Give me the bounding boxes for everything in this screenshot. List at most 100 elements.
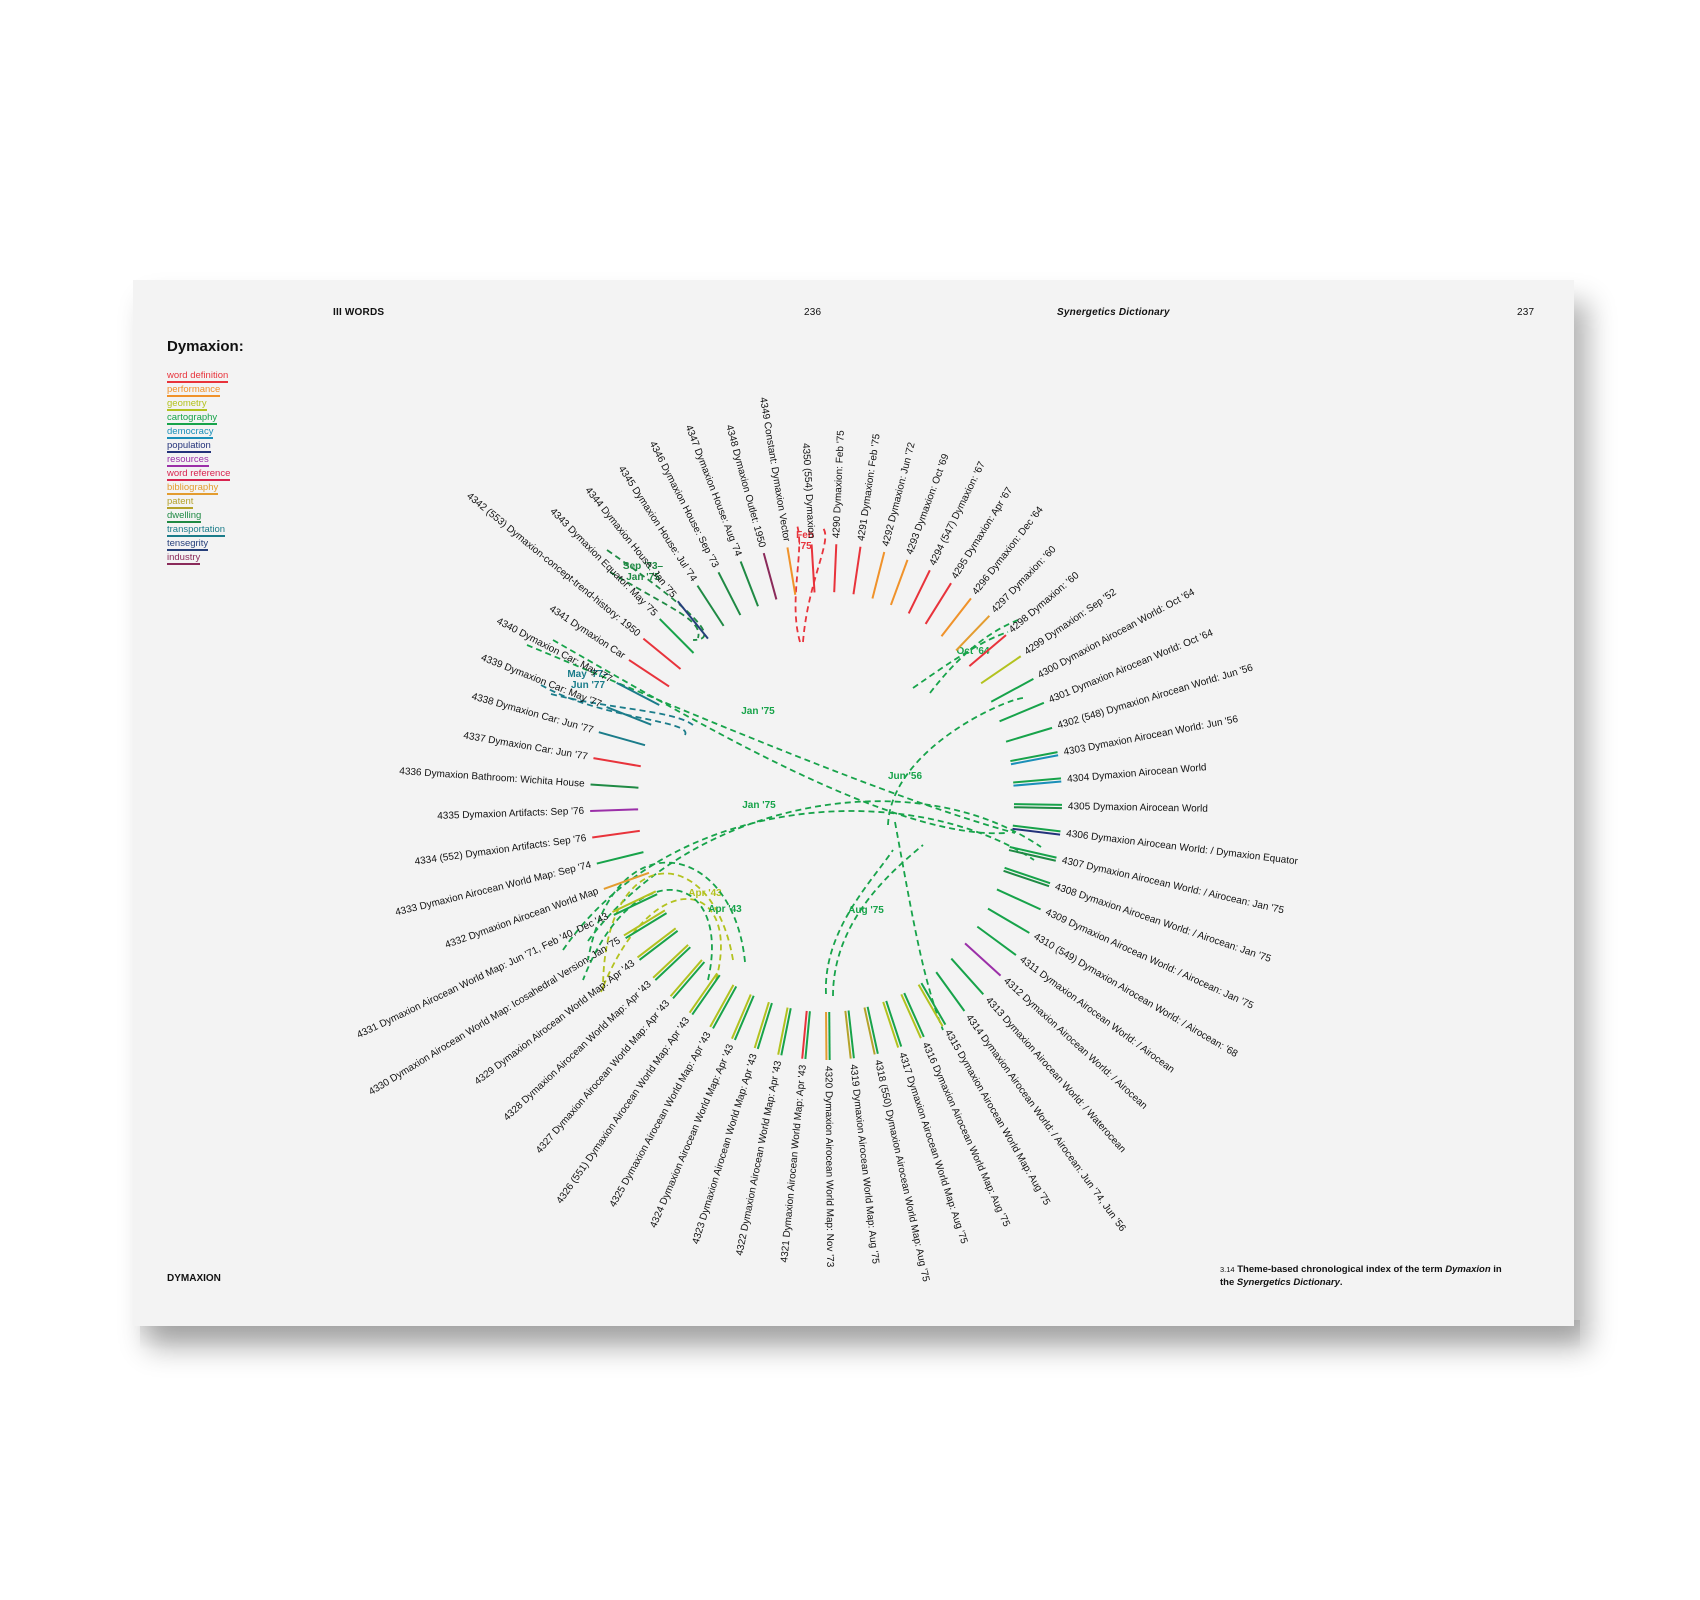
entry-tick [804, 1011, 811, 1060]
entry-tick [786, 547, 797, 595]
legend-item: patent [167, 496, 230, 510]
entry-label: 4319 Dymaxion Airocean World Map: Aug '7… [847, 1064, 880, 1265]
entry-tick [1010, 751, 1058, 763]
entry-tick [762, 552, 778, 600]
diagram-title: Dymaxion: [167, 338, 244, 355]
connection-curve [582, 888, 713, 981]
connection-label: Sep '73– Jan '75 [623, 561, 664, 583]
entry-tick [606, 706, 652, 726]
legend-label: cartography [167, 412, 218, 425]
connection-curve [887, 697, 1024, 826]
connection-curve [552, 639, 1007, 835]
entry-tick [940, 597, 972, 637]
entry-tick [1012, 827, 1061, 836]
caption-term: Dymaxion [1445, 1264, 1491, 1275]
figure-caption: 3.14 Theme-based chronological index of … [1220, 1263, 1510, 1289]
entry-tick [907, 569, 931, 614]
entry-tick [592, 829, 640, 839]
connection-label: Feb '75 [796, 530, 814, 552]
entry-tick [658, 618, 695, 654]
entry-tick [1004, 866, 1051, 885]
entry-tick [1013, 806, 1062, 810]
caption-text-mid: in the [1220, 1264, 1502, 1288]
entry-tick [613, 893, 658, 916]
entry-tick [833, 544, 838, 593]
entry-tick [976, 925, 1017, 956]
entry-label: 4318 (550) Dymaxion Airocean World Map: … [872, 1059, 931, 1283]
entry-tick [1013, 780, 1062, 787]
entry-tick [889, 559, 909, 606]
legend-item: population [167, 440, 230, 454]
entry-tick [1008, 849, 1057, 862]
entry-label: 4337 Dymaxion Car: Jun '77 [463, 730, 589, 762]
connection-label: Jan '75 [742, 800, 776, 811]
connection-label-line: Oct '64 [957, 646, 990, 657]
entry-label: 4350 (554) Dymaxion [800, 443, 817, 539]
legend-label: patent [167, 496, 194, 509]
entry-tick [777, 1007, 789, 1055]
entry-tick [598, 731, 646, 747]
connection-label: Apr '43 [688, 888, 722, 899]
entry-tick [628, 659, 670, 688]
entry-label: 4308 Dymaxion Airocean World: / Airocean… [1053, 882, 1272, 965]
entry-tick [654, 946, 691, 981]
entry-tick [652, 944, 689, 979]
book-title: Synergetics Dictionary [1057, 307, 1170, 318]
connection-curve [894, 821, 944, 1031]
entry-tick [677, 600, 709, 640]
entry-tick [638, 930, 679, 961]
legend-item: word definition [167, 370, 230, 384]
entry-label: 4307 Dymaxion Airocean World: / Airocean… [1061, 855, 1286, 916]
entry-tick [596, 851, 644, 865]
entry-label: 4321 Dymaxion Airocean World Map: Apr '4… [779, 1064, 809, 1263]
entry-tick [900, 993, 922, 1039]
legend-label: population [167, 440, 211, 453]
legend-label: word definition [167, 370, 229, 383]
legend-item: tensegrity [167, 538, 230, 552]
entry-tick [996, 888, 1041, 911]
connection-curve [794, 524, 801, 643]
entry-label: 4290 Dymaxion: Feb '75 [831, 430, 847, 539]
running-title: DYMAXION [167, 1273, 221, 1284]
entry-tick [590, 783, 639, 789]
entry-tick [696, 585, 725, 627]
entry-tick [950, 957, 985, 995]
section-header: III WORDS [333, 307, 385, 318]
entry-tick [955, 615, 991, 652]
entry-label: 4349 Constant: Dymaxion Vector [757, 396, 792, 543]
connection-label: Aug '75 [848, 905, 884, 916]
legend-item: transportation [167, 524, 230, 538]
entry-tick [756, 1002, 773, 1050]
entry-label: 4296 Dymaxion: Dec '64 [970, 504, 1046, 597]
entry-tick [847, 1010, 855, 1059]
entry-tick [987, 907, 1030, 934]
legend-label: bibliography [167, 482, 219, 495]
entry-label: 4301 Dymaxion Airocean World: Oct '64 [1047, 627, 1215, 705]
connection-curve [802, 527, 827, 643]
connection-curve [832, 844, 924, 997]
entry-tick [1012, 824, 1061, 833]
connection-label-line: '75 [798, 541, 812, 552]
connection-curves: Feb '75 Oct '64 Jun '56 Jan '75 Jan '75 Aug '7… [526, 524, 1042, 1031]
connection-curve [526, 644, 1016, 834]
connection-curve [540, 684, 687, 736]
theme-legend: word definition performance geometry cartog… [167, 370, 231, 566]
entry-tick [917, 984, 944, 1027]
entry-tick [625, 912, 668, 940]
connection-label-line: May '77– [567, 669, 609, 680]
entry-tick [990, 678, 1034, 703]
entry-tick [669, 959, 703, 997]
connection-curve [609, 571, 700, 639]
entry-tick [964, 942, 1002, 977]
entry-tick [852, 546, 862, 595]
entry-tick [1010, 754, 1059, 766]
entry-label: 4335 Dymaxion Artifacts: Sep '76 [437, 806, 585, 822]
entry-tick [1013, 777, 1062, 784]
entry-tick [866, 1006, 879, 1054]
legend-label: dwelling [167, 510, 202, 523]
connection-curve [602, 872, 734, 991]
connection-label-line: Jan '75 [626, 572, 660, 583]
entry-label: 4334 (552) Dymaxion Artifacts: Sep '76 [414, 833, 587, 868]
entry-tick [844, 1010, 852, 1059]
entry-tick [863, 1007, 876, 1055]
